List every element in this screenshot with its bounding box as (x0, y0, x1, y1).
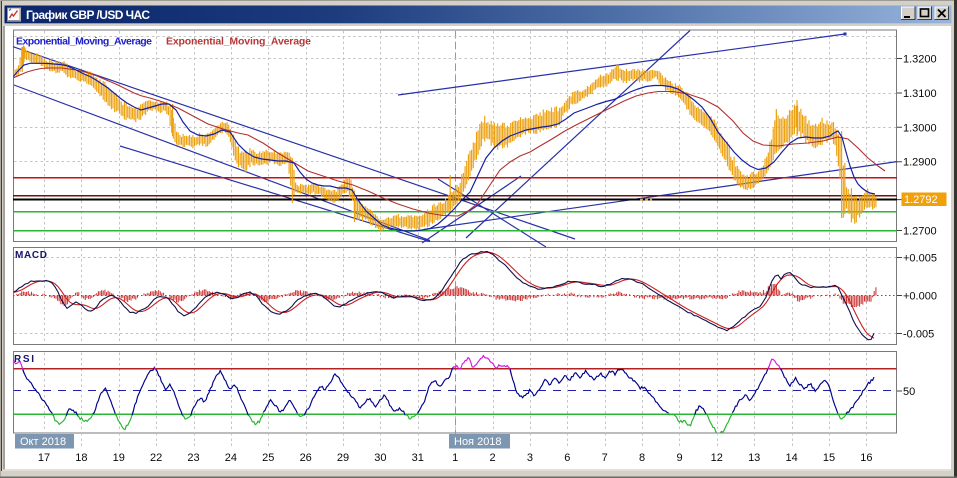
svg-text:7: 7 (602, 452, 608, 464)
svg-text:График GBP /USD ЧАС: График GBP /USD ЧАС (26, 8, 150, 22)
svg-text:1.2792: 1.2792 (904, 194, 938, 206)
svg-text:9: 9 (676, 452, 682, 464)
svg-text:Exponential_Moving_Average: Exponential_Moving_Average (16, 36, 152, 48)
svg-text:23: 23 (187, 452, 199, 464)
svg-text:29: 29 (337, 452, 349, 464)
svg-text:-0.005: -0.005 (903, 329, 934, 341)
svg-text:25: 25 (262, 452, 274, 464)
svg-text:3: 3 (527, 452, 533, 464)
svg-text:12: 12 (711, 452, 723, 464)
svg-text:17: 17 (38, 452, 50, 464)
svg-text:+0.000: +0.000 (903, 291, 937, 303)
svg-text:26: 26 (300, 452, 312, 464)
svg-text:30: 30 (374, 452, 386, 464)
svg-text:31: 31 (412, 452, 424, 464)
svg-text:1.3200: 1.3200 (903, 54, 937, 66)
svg-text:2: 2 (490, 452, 496, 464)
svg-text:8: 8 (639, 452, 645, 464)
svg-text:1.3000: 1.3000 (903, 122, 937, 134)
svg-text:18: 18 (75, 452, 87, 464)
svg-text:14: 14 (785, 452, 797, 464)
svg-text:Ноя 2018: Ноя 2018 (454, 436, 502, 448)
svg-text:13: 13 (748, 452, 760, 464)
svg-text:1.3100: 1.3100 (903, 88, 937, 100)
svg-text:1.2900: 1.2900 (903, 157, 937, 169)
svg-text:16: 16 (860, 452, 872, 464)
svg-text:Exponential_Moving_Average: Exponential_Moving_Average (166, 36, 311, 48)
svg-text:RSI: RSI (14, 354, 34, 365)
svg-text:Окт 2018: Окт 2018 (20, 436, 66, 448)
svg-text:+0.005: +0.005 (903, 253, 937, 265)
svg-text:6: 6 (564, 452, 570, 464)
svg-text:1: 1 (452, 452, 458, 464)
svg-text:24: 24 (225, 452, 237, 464)
svg-text:1.2700: 1.2700 (903, 226, 937, 238)
svg-text:22: 22 (150, 452, 162, 464)
svg-text:15: 15 (823, 452, 835, 464)
svg-text:19: 19 (113, 452, 125, 464)
svg-text:50: 50 (903, 386, 915, 398)
svg-text:MACD: MACD (15, 250, 47, 261)
